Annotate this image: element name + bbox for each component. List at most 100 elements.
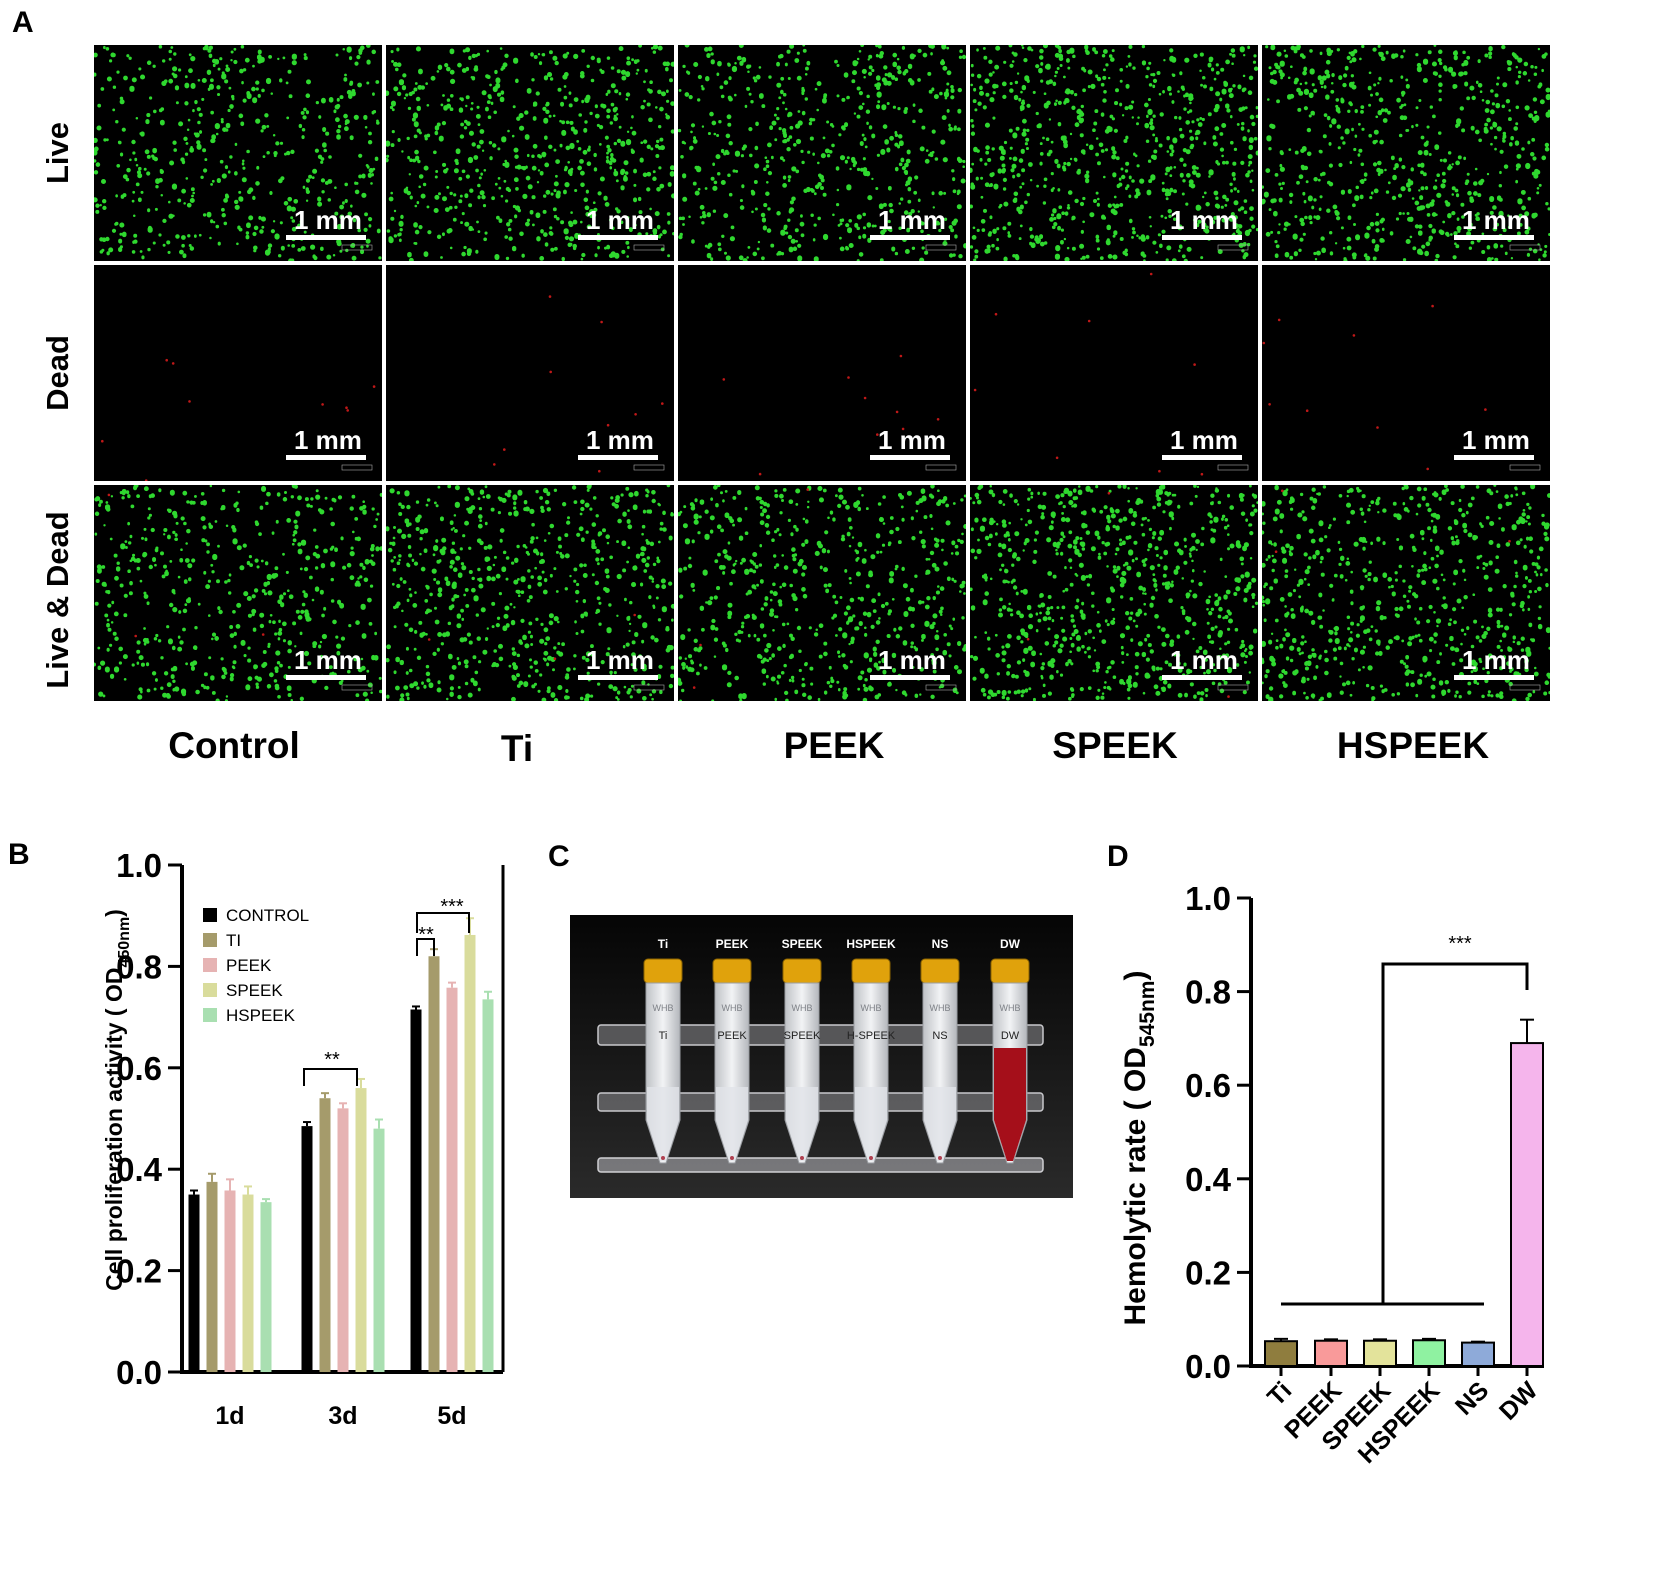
embedded-scale-box <box>341 244 373 251</box>
dead-cell <box>1200 472 1204 476</box>
bar-ti-3d <box>319 1098 331 1372</box>
micrograph-cells <box>1262 304 1541 471</box>
micrograph-live-hspeek: 1 mm <box>1262 45 1550 261</box>
tube-fluid-clear <box>716 1087 748 1161</box>
micrograph-live-dead-peek: 1 mm <box>678 485 966 701</box>
legend-label-ti: TI <box>226 931 241 950</box>
y-tick-label: 0.4 <box>116 1151 163 1188</box>
scale-bar-label: 1 mm <box>1170 645 1238 675</box>
legend-label-hspeek: HSPEEK <box>226 1006 296 1025</box>
tube-pellet <box>869 1156 873 1160</box>
dead-cell <box>633 613 636 617</box>
micrograph-live-dead-control: 1 mm <box>94 485 382 701</box>
scale-bar <box>286 675 366 680</box>
scale-bar-label: 1 mm <box>878 645 946 675</box>
embedded-scale-box <box>925 244 957 251</box>
tube-brand: WHB <box>722 1003 743 1013</box>
tube-cap <box>920 958 960 984</box>
micrograph-live-dead-speek: 1 mm <box>970 485 1258 701</box>
tube-writing: NS <box>932 1030 947 1042</box>
dead-cell <box>1484 408 1487 411</box>
dead-cell <box>553 657 557 660</box>
dead-cell <box>1026 637 1030 641</box>
micrograph-cells <box>1262 485 1550 701</box>
dead-cell <box>1227 695 1230 698</box>
column-label-speek: SPEEK <box>1052 725 1178 766</box>
scale-bar <box>1454 235 1534 240</box>
y-tick-label: 0.6 <box>116 1050 162 1087</box>
live-cells <box>678 45 966 261</box>
dead-cell <box>899 354 903 358</box>
tube-brand: WHB <box>930 1003 951 1013</box>
dead-cell <box>346 409 349 412</box>
bar-hspeek-5d <box>482 999 494 1372</box>
tube-brand: WHB <box>861 1003 882 1013</box>
dead-cell <box>165 358 168 362</box>
bar-speek-5d <box>464 934 476 1372</box>
dead-cell <box>1305 409 1309 412</box>
tube-fluid-clear <box>786 1087 818 1161</box>
micrograph-live-peek: 1 mm <box>678 45 966 261</box>
dead-cell <box>634 413 637 416</box>
bar-control-3d <box>301 1126 313 1372</box>
sig-bracket-dw <box>1381 962 1529 1304</box>
scale-bar-label: 1 mm <box>878 205 946 235</box>
embedded-scale-box <box>1217 684 1249 691</box>
dead-cell <box>847 376 850 379</box>
micrograph-live-speek: 1 mm <box>970 45 1258 261</box>
dead-cell <box>107 493 111 497</box>
dead-cell <box>876 433 879 436</box>
sig-label-dw: *** <box>1448 933 1472 955</box>
scale-bar <box>1162 455 1242 460</box>
dead-cell <box>661 402 664 405</box>
dead-cell <box>606 423 610 427</box>
scale-bar <box>1162 675 1242 680</box>
scale-bar-label: 1 mm <box>586 645 654 675</box>
bar-hspeek-1d <box>260 1202 272 1372</box>
micrograph-cells <box>101 358 376 481</box>
dead-cell <box>895 410 899 414</box>
sig-label-5d-speek: *** <box>440 896 464 918</box>
bar-speek-1d <box>242 1194 254 1372</box>
bar-control-5d <box>410 1009 422 1372</box>
dead-cell <box>1274 550 1278 553</box>
scale-bar <box>870 235 950 240</box>
scale-bar-label: 1 mm <box>294 425 362 455</box>
dead-cell <box>549 370 552 374</box>
embedded-scale-box <box>1509 684 1541 691</box>
dead-cell <box>863 396 867 400</box>
tube-writing: Ti <box>659 1030 668 1042</box>
bar-speek-3d <box>355 1088 367 1372</box>
row-label-dead: Dead <box>40 335 75 411</box>
live-cells <box>386 45 674 261</box>
dead-cell <box>101 439 104 443</box>
dead-cell <box>1158 469 1161 473</box>
scale-bar <box>1454 675 1534 680</box>
tube-cap <box>990 958 1030 984</box>
embedded-scale-box <box>1509 464 1541 471</box>
chart-b-cell-proliferation: 0.0 0.2 0.4 0.6 0.8 1.0 1d 3d 5d CONTROL TI PEEK SPE… <box>101 850 505 1430</box>
tube-fluid-red <box>994 1048 1026 1161</box>
tube-pellet <box>661 1156 665 1160</box>
dead-cell <box>427 638 431 641</box>
scale-bar-label: 1 mm <box>294 205 362 235</box>
dead-cell <box>699 643 702 647</box>
dead-cell <box>1149 272 1153 276</box>
tube-pellet <box>730 1156 734 1160</box>
micrograph-cells <box>973 272 1249 476</box>
dead-cell <box>1352 334 1356 337</box>
dead-cell <box>758 472 762 476</box>
x-tick-label-3d: 3d <box>328 1402 357 1430</box>
column-label-hspeek: HSPEEK <box>1336 725 1490 766</box>
micrograph-live-control: 1 mm <box>94 45 382 261</box>
bar-ti-1d <box>206 1181 218 1372</box>
y-tick-label: 0.2 <box>116 1253 162 1290</box>
tube-pellet <box>938 1156 942 1160</box>
micrograph-dead-speek: 1 mm <box>970 265 1258 481</box>
dead-cell <box>1376 426 1379 429</box>
legend-label-speek: SPEEK <box>226 981 283 1000</box>
dead-cell <box>994 312 998 316</box>
tube-label-hspeek: HSPEEK <box>846 937 896 951</box>
dead-cell <box>901 427 905 431</box>
bar-peek-3d <box>337 1108 349 1372</box>
